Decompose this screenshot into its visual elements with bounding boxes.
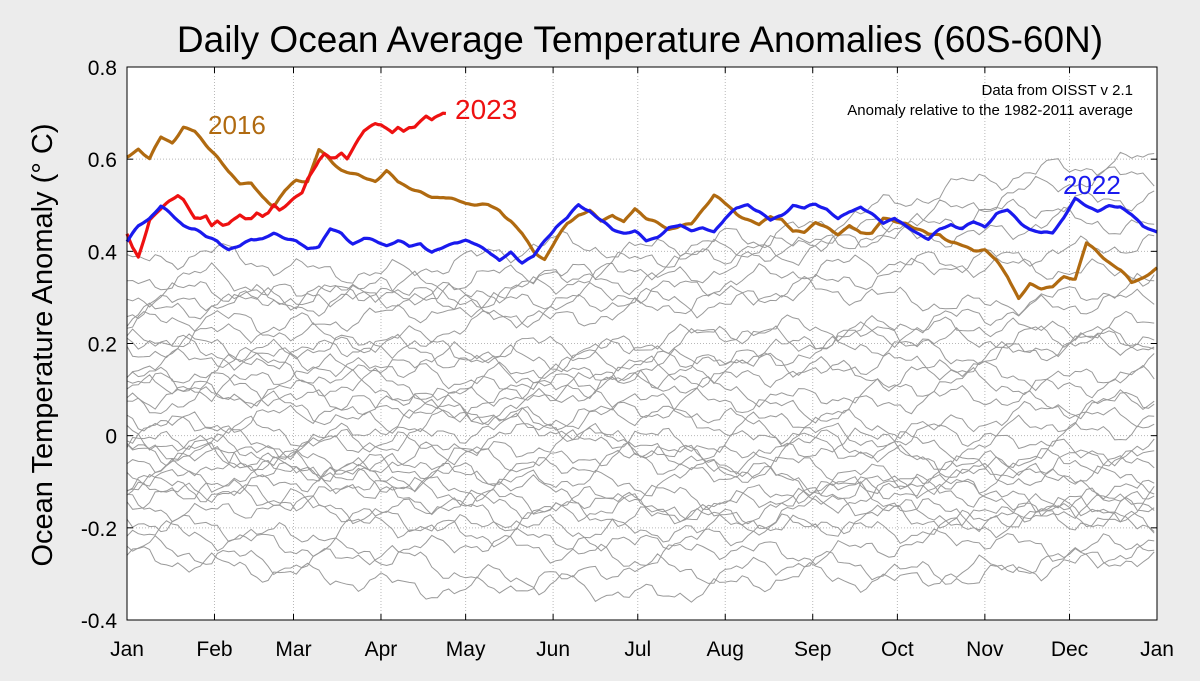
background-year-line — [126, 288, 1155, 434]
series-line-2016 — [126, 125, 1158, 301]
y-tick-label: 0.6 — [88, 149, 117, 172]
x-tick-label: Oct — [881, 638, 914, 661]
series-line-2023 — [125, 111, 447, 259]
background-year-line — [126, 442, 1155, 552]
label-2016: 2016 — [208, 110, 266, 140]
x-tick-label: Mar — [275, 638, 311, 661]
label-2023: 2023 — [455, 94, 517, 125]
background-year-line — [126, 330, 1155, 492]
x-tick-label: Nov — [966, 638, 1004, 661]
background-year-line — [126, 422, 1155, 533]
background-year-line — [126, 333, 1155, 478]
x-tick-label: Aug — [707, 638, 744, 661]
background-year-line — [126, 310, 1155, 379]
x-tick-label: Apr — [365, 638, 398, 661]
background-year-line — [126, 539, 1155, 603]
background-year-line — [126, 316, 1155, 379]
background-year-line — [126, 406, 1155, 453]
background-year-line — [126, 425, 1155, 534]
x-tick-label: Feb — [196, 638, 232, 661]
source-annotation: Data from OISST v 2.1 — [982, 82, 1133, 99]
y-tick-label: -0.4 — [81, 610, 118, 633]
background-year-line — [126, 206, 1155, 284]
x-tick-label: Jun — [536, 638, 570, 661]
background-year-line — [126, 334, 1155, 475]
background-year-line — [126, 384, 1155, 433]
highlighted-year-lines — [125, 111, 1158, 301]
label-2022: 2022 — [1063, 170, 1121, 200]
y-tick-label: 0.2 — [88, 334, 117, 357]
background-year-line — [126, 488, 1155, 535]
x-tick-label: May — [446, 638, 486, 661]
x-tick-label: Jan — [110, 638, 144, 661]
background-year-line — [126, 272, 1155, 348]
x-tick-label: Dec — [1051, 638, 1088, 661]
background-year-line — [126, 333, 1155, 403]
x-tick-label: Jul — [624, 638, 651, 661]
x-tick-label: Jan — [1140, 638, 1174, 661]
background-year-line — [126, 151, 1155, 308]
axis-ticks: Jan Feb Mar Apr May Jun Jul Aug Sep Oct Nov Dec Jan -… — [81, 57, 1174, 661]
background-year-line — [126, 190, 1155, 327]
y-axis-label: Ocean Temperature Anomaly (° C) — [27, 123, 59, 566]
baseline-annotation: Anomaly relative to the 1982-2011 averag… — [847, 102, 1133, 119]
y-tick-label: 0.8 — [88, 57, 117, 80]
y-tick-label: 0.4 — [88, 241, 118, 264]
background-year-line — [126, 421, 1155, 466]
background-year-line — [126, 479, 1155, 528]
background-year-line — [126, 459, 1155, 502]
background-year-lines — [126, 151, 1155, 603]
y-tick-label: -0.2 — [81, 518, 117, 541]
chart-title: Daily Ocean Average Temperature Anomalie… — [177, 19, 1103, 60]
background-year-line — [126, 166, 1155, 317]
background-year-line — [126, 534, 1155, 596]
series-line-2022 — [125, 196, 1158, 265]
background-year-line — [126, 251, 1155, 320]
background-year-line — [126, 510, 1155, 550]
y-tick-label: 0 — [105, 426, 117, 449]
x-tick-label: Sep — [794, 638, 831, 661]
background-year-line — [126, 520, 1155, 567]
